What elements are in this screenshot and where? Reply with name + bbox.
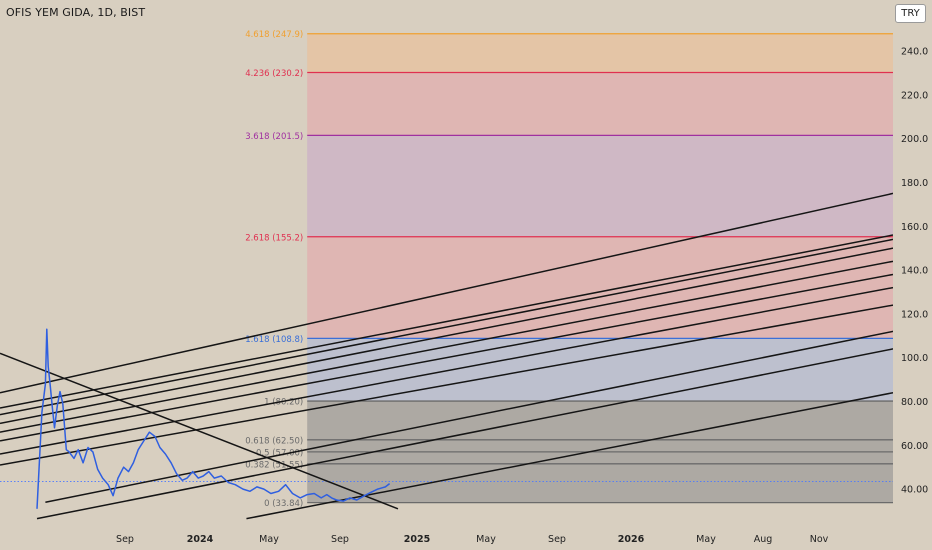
trend-line-1 <box>0 192 893 394</box>
fib-level-label-4: 1 (80.20) <box>264 398 303 408</box>
trend-line-6 <box>0 273 893 442</box>
fib-level-label-6: 2.618 (155.2) <box>245 233 303 243</box>
trend-line-4 <box>0 247 893 425</box>
y-tick-label-6: 120.0 <box>901 309 928 320</box>
chart-title: OFIS YEM GIDA, 1D, BIST <box>6 6 146 19</box>
y-tick-label-0: 240.0 <box>901 47 928 58</box>
y-tick-label-10: 40.00 <box>901 485 928 496</box>
trend-line-3 <box>0 238 893 416</box>
fib-zone-5 <box>307 33 893 73</box>
plot-area: 0 (33.84) 0.382 (51.55) 0.5 (57.00) 0.618 (… <box>0 30 893 520</box>
y-tick-label-7: 100.0 <box>901 353 928 364</box>
x-tick-label-10: Nov <box>810 534 829 545</box>
fib-level-label-9: 4.618 (247.9) <box>245 30 303 40</box>
x-tick-label-0: Sep <box>116 534 134 545</box>
trend-line-9 <box>45 330 893 503</box>
y-tick-label-8: 80.00 <box>901 397 928 408</box>
x-tick-label-3: Sep <box>331 534 349 545</box>
x-tick-label-5: May <box>476 534 496 545</box>
fib-level-label-7: 3.618 (201.5) <box>245 132 303 142</box>
fib-level-label-1: 0.382 (51.55) <box>245 460 303 470</box>
y-tick-label-2: 200.0 <box>901 134 928 145</box>
x-tick-label-6: Sep <box>548 534 566 545</box>
trend-line-0 <box>0 352 399 510</box>
x-tick-label-4: 2025 <box>404 534 430 545</box>
fib-zone-3 <box>307 135 893 237</box>
price-series-line <box>36 328 391 509</box>
trend-line-5 <box>0 260 893 433</box>
fib-level-label-2: 0.5 (57.00) <box>256 448 303 458</box>
x-tick-label-7: 2026 <box>618 534 645 545</box>
trend-line-11 <box>246 391 893 520</box>
fib-level-label-8: 4.236 (230.2) <box>245 69 303 79</box>
y-tick-label-3: 180.0 <box>901 178 928 189</box>
trend-line-7 <box>0 286 893 455</box>
currency-button[interactable]: TRY <box>895 4 926 23</box>
y-tick-label-4: 160.0 <box>901 222 928 233</box>
fib-level-label-5: 1.618 (108.8) <box>245 335 303 345</box>
x-tick-label-9: Aug <box>754 534 773 545</box>
trend-line-2 <box>0 234 893 409</box>
fib-zone-4 <box>307 72 893 136</box>
y-tick-label-5: 140.0 <box>901 266 928 277</box>
x-tick-label-2: May <box>259 534 279 545</box>
fib-level-label-0: 0 (33.84) <box>264 499 303 509</box>
trend-line-10 <box>36 348 893 520</box>
x-tick-label-1: 2024 <box>187 534 214 545</box>
x-tick-label-8: May <box>696 534 716 545</box>
y-tick-label-1: 220.0 <box>901 90 928 101</box>
fib-level-label-3: 0.618 (62.50) <box>245 436 303 446</box>
trend-line-8 <box>0 304 893 466</box>
y-tick-label-9: 60.00 <box>901 441 928 452</box>
fib-zone-1 <box>307 338 893 402</box>
